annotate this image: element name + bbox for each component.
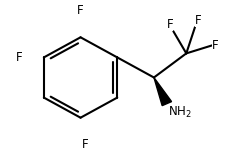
Polygon shape: [153, 78, 171, 106]
Text: NH$_2$: NH$_2$: [167, 105, 191, 120]
Text: F: F: [81, 138, 88, 151]
Text: F: F: [194, 14, 201, 27]
Text: F: F: [16, 51, 22, 64]
Text: F: F: [211, 39, 218, 52]
Text: F: F: [166, 18, 173, 31]
Text: F: F: [77, 4, 84, 17]
